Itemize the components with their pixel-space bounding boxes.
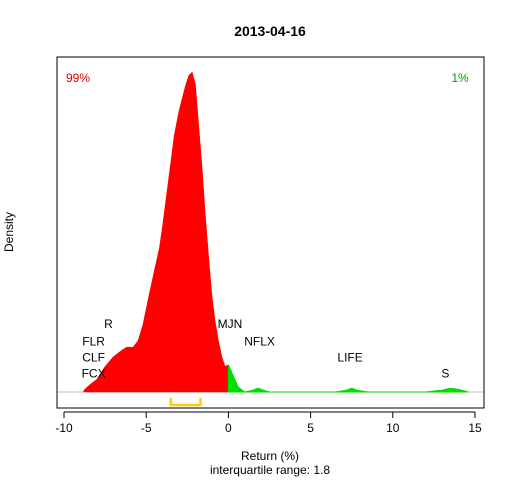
stock-label: MJN [218,317,243,331]
chart-title: 2013-04-16 [234,23,306,39]
stock-label: NFLX [244,335,275,349]
stock-label: CLF [82,351,105,365]
pct-positive-label: 1% [451,71,469,85]
x-tick-label: -10 [55,421,73,435]
x-tick-label: -5 [141,421,152,435]
iqr-bracket-line [169,398,202,407]
pct-negative-label: 99% [66,71,90,85]
iqr-bracket [169,398,202,407]
iqr-subtitle: interquartile range: 1.8 [210,463,330,477]
stock-label: S [441,367,449,381]
x-tick-label: 0 [225,421,232,435]
stock-label: FLR [82,335,105,349]
plot-frame [56,56,485,409]
x-axis: -10 -5 0 5 10 15 [55,411,482,435]
stock-label: FCX [82,367,106,381]
density-positive [227,364,469,393]
stock-label: LIFE [337,351,362,365]
stock-label: R [104,317,113,331]
x-tick-label: 15 [468,421,482,435]
x-tick-label: 10 [386,421,400,435]
y-axis-label: Density [2,212,16,252]
x-tick-label: 5 [307,421,314,435]
density-negative [83,71,229,393]
density-area [57,71,484,393]
x-axis-label: Return (%) [241,449,299,463]
